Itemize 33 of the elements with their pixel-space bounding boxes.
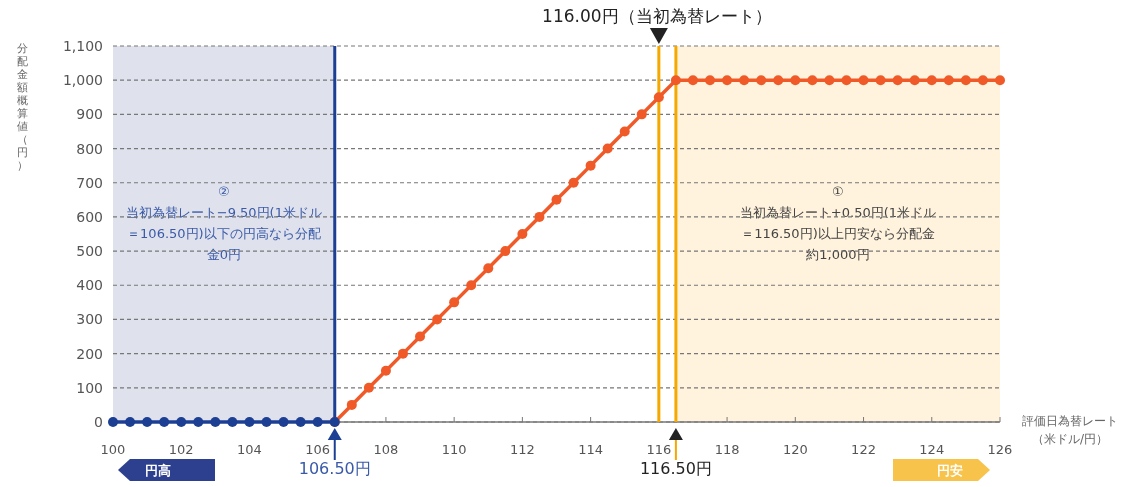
x-tick-label: 120 [782, 442, 808, 457]
y-tick-label: 200 [76, 345, 103, 362]
x-tick-label: 122 [851, 442, 876, 457]
x-tick-label: 108 [373, 442, 399, 457]
x-tick-label: 116 [646, 442, 672, 457]
x-tick-label: 110 [441, 442, 467, 457]
y-tick-label: 600 [76, 208, 103, 225]
x-tick-label: 106 [305, 442, 331, 457]
band-label: ①当初為替レート+0.50円(1米ドル＝116.50円)以上円安なら分配金約1,000円 [739, 184, 937, 263]
y-tick-label: 100 [76, 379, 103, 396]
ref-line-label: 106.50円 [298, 459, 371, 478]
x-tick-label: 112 [509, 442, 535, 457]
band-label: ②当初為替レート−9.50円(1米ドル＝106.50円)以下の円高なら分配金0円 [125, 184, 322, 263]
y-tick-label: 400 [76, 277, 103, 294]
y-tick-label: 800 [76, 140, 103, 157]
x-tick-label: 114 [578, 442, 604, 457]
y-tick-label: 0 [94, 414, 103, 430]
x-tick-label: 104 [237, 442, 262, 457]
x-tick-label: 100 [100, 442, 126, 457]
y-tick-label: 300 [76, 311, 103, 328]
ref-line-label: 116.00円（当初為替レート） [542, 6, 772, 26]
y-tick-label: 1,000 [62, 72, 103, 89]
y-tick-label: 900 [76, 106, 103, 123]
y-tick-label: 1,100 [62, 38, 103, 54]
x-axis-title: 評価日為替レート（米ドル/円） [1022, 414, 1118, 446]
ref-line-label: 116.50円 [639, 459, 712, 478]
x-tick-label: 124 [919, 442, 945, 457]
x-tick-label: 102 [168, 442, 194, 457]
y-tick-label: 700 [76, 174, 103, 191]
y-tick-label: 500 [76, 243, 103, 260]
x-tick-label: 126 [987, 442, 1013, 457]
text: 分配金額概算値（円） [16, 42, 28, 172]
x-tick-label: 118 [714, 442, 740, 457]
